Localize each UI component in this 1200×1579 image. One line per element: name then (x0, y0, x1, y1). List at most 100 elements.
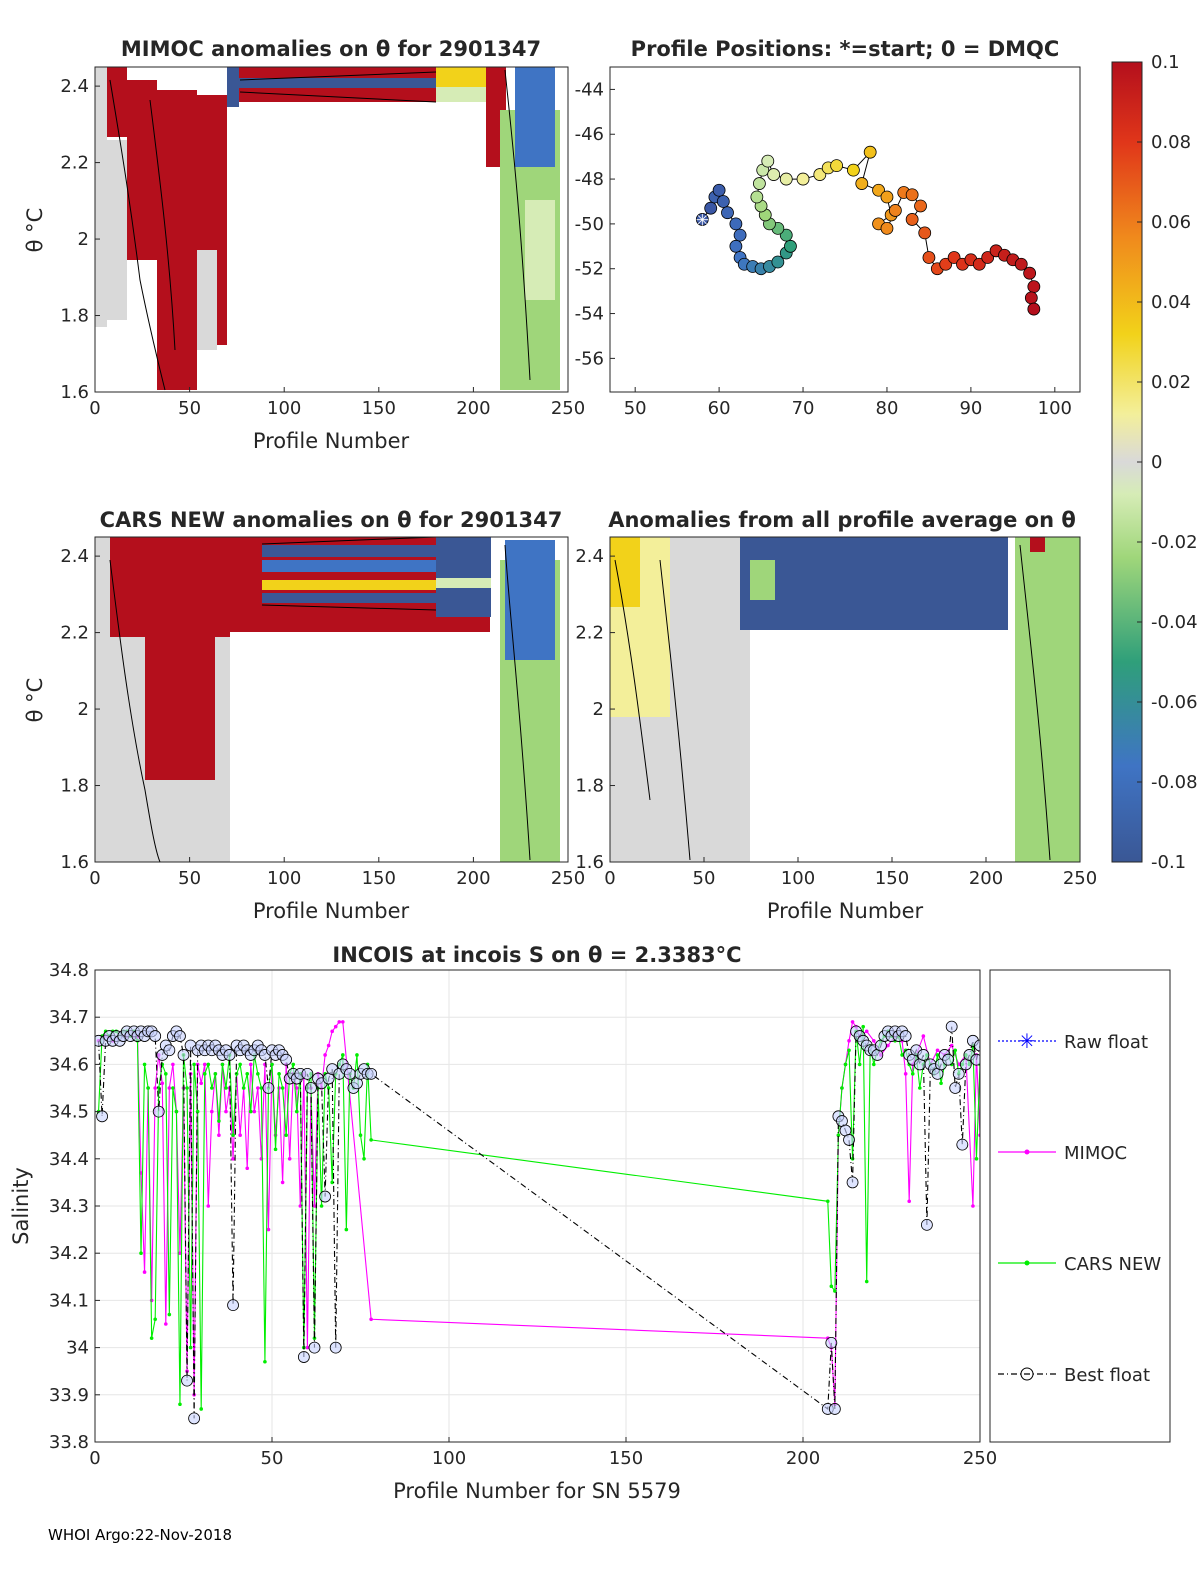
colorbar-tick-label: 0.08 (1151, 132, 1191, 153)
data-point (195, 1109, 200, 1114)
data-point (939, 1081, 943, 1086)
data-point (864, 1029, 869, 1034)
panel-mimoc-anomalies: MIMOC anomalies on θ for 2901347 (23, 37, 585, 453)
axes-box (94, 536, 569, 863)
x-tick-label: 90 (959, 398, 982, 419)
data-point (252, 1109, 257, 1114)
best-float-marker (949, 1082, 962, 1094)
data-point (192, 1062, 196, 1067)
profile-position-marker (704, 201, 718, 215)
y-tick-label: 1.8 (575, 776, 604, 797)
best-float-marker (301, 1067, 314, 1080)
heatmap-band (197, 250, 217, 350)
heatmap-band (262, 545, 436, 557)
data-point (974, 1157, 979, 1161)
profile-position-marker (721, 206, 734, 220)
series-line-mimoc (98, 1020, 980, 1405)
data-point (857, 1062, 862, 1067)
x-tick-label: 0 (89, 398, 100, 419)
legend-box (989, 969, 1171, 1443)
panel-title: Anomalies from all profile average on θ (608, 508, 1076, 532)
y-tick-label: 34 (66, 1338, 89, 1359)
data-point (971, 1204, 975, 1208)
best-float-marker (828, 1403, 841, 1415)
data-point (199, 1407, 203, 1411)
best-float-marker (974, 1039, 980, 1052)
contour-lines (109, 69, 531, 391)
best-float-marker (305, 1082, 317, 1094)
profile-position-marker (914, 199, 927, 213)
panel-all-profile-anomalies: Anomalies from all profile average on θ … (575, 508, 1097, 923)
data-point (369, 1317, 373, 1322)
y-tick-label: -44 (575, 79, 604, 100)
best-float-marker (152, 1105, 165, 1118)
x-tick-label: 200 (456, 398, 490, 419)
data-point (174, 1109, 179, 1114)
axes-box (94, 66, 569, 393)
y-tick-label: 2 (593, 699, 604, 720)
y-tick-label: 2.4 (60, 546, 89, 567)
data-point (171, 1062, 175, 1067)
heatmap-band (740, 537, 1008, 630)
data-point (903, 1072, 908, 1076)
heatmap-cells (95, 537, 560, 862)
heatmap-band (262, 580, 436, 590)
profile-position-marker (1027, 280, 1041, 294)
colorbar-tick-label: 0 (1151, 452, 1162, 473)
data-point (178, 1251, 182, 1255)
y-tick-label: 2 (78, 229, 89, 250)
contour-lines (109, 537, 531, 862)
profile-position-marker (981, 251, 995, 264)
data-point (825, 1199, 830, 1204)
data-point (362, 1157, 366, 1161)
profile-position-marker (905, 213, 919, 226)
profile-position-marker (716, 195, 730, 208)
heatmap-band (1030, 537, 1045, 552)
x-axis-label: Profile Number for SN 5579 (393, 1479, 681, 1503)
contour (504, 69, 531, 381)
heatmap-band (262, 593, 436, 603)
y-tick-label: 2.2 (60, 623, 89, 644)
heatmap-band (262, 560, 436, 572)
profile-position-marker (695, 213, 709, 226)
profile-position-marker (784, 239, 797, 253)
colorbar-tick-label: -0.1 (1151, 852, 1186, 873)
y-tick-label: -46 (575, 124, 604, 145)
best-float-marker (262, 1082, 275, 1094)
x-tick-label: 0 (89, 1448, 100, 1469)
heatmap-cells (610, 537, 1080, 862)
profile-position-marker (1014, 257, 1028, 271)
data-point (910, 1072, 915, 1076)
x-tick-label: 150 (609, 1448, 643, 1469)
data-point (263, 1359, 267, 1364)
data-point (833, 1289, 837, 1293)
data-point (139, 1251, 143, 1255)
data-point (256, 1086, 260, 1090)
profile-position-marker (750, 190, 764, 204)
data-point (238, 1133, 242, 1137)
series-lines (95, 1020, 980, 1425)
data-point (266, 1227, 271, 1232)
best-float-marker (181, 1374, 193, 1387)
best-float-marker (163, 1044, 176, 1057)
series-line-cars-new (97, 1026, 980, 1409)
best-float-marker (921, 1218, 933, 1231)
y-tick-label: 2.2 (60, 153, 89, 174)
data-point (341, 1020, 345, 1024)
legend-marker (1024, 1260, 1030, 1266)
data-point (326, 1086, 331, 1090)
heatmap-band (436, 87, 486, 102)
data-point (287, 1157, 292, 1161)
legend-marker (1024, 1149, 1030, 1155)
colorbar-tick-label: 0.02 (1151, 372, 1191, 393)
x-tick-label: 250 (963, 1448, 997, 1469)
data-point (248, 1109, 253, 1114)
data-point (872, 1062, 876, 1067)
profile-position-marker (872, 183, 885, 197)
data-point (323, 1053, 327, 1057)
y-tick-label: 33.9 (49, 1385, 89, 1406)
best-float-marker (188, 1412, 201, 1425)
heatmap-band (436, 537, 491, 617)
y-tick-label: 34.3 (49, 1196, 89, 1217)
